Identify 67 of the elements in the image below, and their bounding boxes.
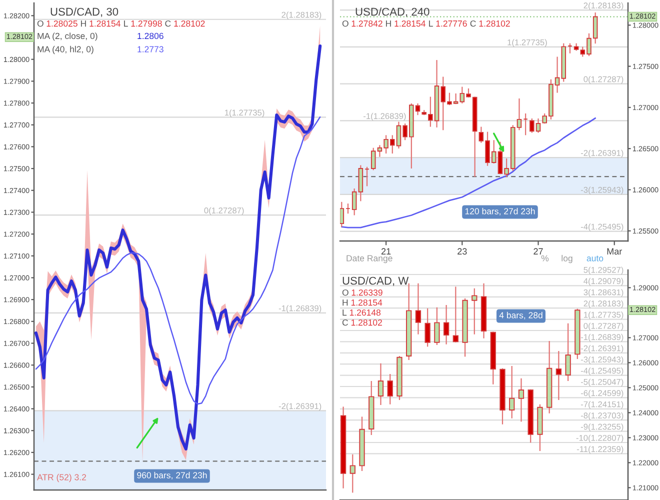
chart-title: USD/CAD, 240 — [356, 8, 430, 17]
ref-line-label: -2(1.26391) — [580, 345, 624, 353]
ref-line-label: -1(1.26839) — [278, 305, 322, 313]
ref-line-label: 1(1.27735) — [508, 39, 547, 47]
candlestick — [434, 306, 440, 346]
candlestick — [358, 164, 364, 202]
ref-line-label: 0(1.27287) — [584, 76, 624, 84]
candlestick — [565, 322, 571, 382]
ref-line-label: 2(1.28183) — [584, 300, 624, 308]
candlestick — [556, 350, 562, 401]
candlestick — [518, 378, 524, 422]
candlestick — [452, 286, 458, 343]
chart-title: USD/CAD, 30 — [50, 8, 118, 17]
ref-line-label: -1(1.26839) — [580, 334, 624, 342]
ref-line-label: 1(1.27735) — [225, 109, 264, 118]
text: % — [541, 255, 549, 262]
text: log — [562, 254, 572, 264]
ref-line-label: 2(1.28183) — [584, 2, 624, 10]
ref-line-label: -4(1.25495) — [580, 224, 624, 232]
x-tick-label: 21 — [381, 248, 391, 254]
annotation: 4 bars, 28d — [499, 312, 542, 320]
candlestick — [472, 288, 478, 335]
x-tick-label: 27 — [534, 248, 543, 254]
ref-line-label: -6(1.24599) — [580, 390, 624, 398]
ref-line-label: -1(1.26839) — [364, 112, 406, 121]
ref-line-label: 4(1.29079) — [584, 278, 624, 286]
candlestick — [443, 304, 450, 345]
ref-line-label: -2(1.26391) — [278, 402, 322, 411]
ref-line-label: -9(1.23255) — [580, 424, 624, 432]
candlestick — [378, 362, 384, 406]
text: O 1.28025 H 1.28154 L 1.27998 C 1.28102 — [37, 20, 205, 27]
x-tick-label: 23 — [458, 248, 467, 255]
annotation: 120 bars, 27d 23h — [465, 208, 535, 216]
candlestick — [370, 147, 376, 171]
text: O 1.27842 H 1.28154 L 1.27776 C 1.28102 — [342, 20, 510, 27]
ref-line-label: -10(1.22807) — [576, 434, 624, 442]
ref-line-label: 1(1.27735) — [584, 312, 624, 320]
annotation: 960 bars, 27d 23h — [137, 472, 207, 480]
ref-line-label: 3(1.28631) — [584, 289, 624, 297]
annotation: ATR (52) 3.2 — [37, 474, 86, 482]
ref-line-label: 2(1.28183) — [282, 12, 322, 20]
text: MA (40, hl2, 0) 1.2773 — [38, 46, 164, 54]
text: O 1.26339 H 1.28154 L 1.26148 C 1.28102 — [342, 289, 382, 326]
candlestick — [352, 188, 357, 216]
ref-line-label: -4(1.25495) — [580, 368, 624, 376]
ref-line-label: -3(1.25943) — [580, 356, 624, 364]
candlestick — [340, 201, 344, 228]
ref-line-label: -8(1.23703) — [580, 412, 624, 420]
ref-line-label: -2(1.26391) — [580, 150, 624, 158]
candlestick — [424, 308, 430, 348]
ref-line-label: 0(1.27287) — [204, 207, 244, 216]
candlestick — [387, 373, 393, 405]
ref-line-label: 0(1.27287) — [584, 322, 624, 330]
line-series — [35, 116, 321, 405]
text: USD/CAD, W — [342, 276, 409, 286]
ref-line-label: 5(1.29527) — [584, 266, 624, 274]
ref-line-label: -3(1.25943) — [580, 186, 624, 194]
x-tick-label: Mar — [607, 248, 622, 255]
ref-line-label: -5(1.25047) — [580, 378, 624, 386]
ref-line-label: -11(1.22359) — [576, 446, 624, 454]
text: auto — [586, 256, 604, 262]
candlestick — [415, 282, 422, 335]
ref-line-label: -7(1.24151) — [580, 401, 624, 409]
text: MA (2, close, 0) 1.2806 — [38, 32, 164, 41]
candlestick — [350, 454, 356, 494]
text: Date Range — [346, 255, 392, 264]
candlestick — [509, 365, 515, 419]
